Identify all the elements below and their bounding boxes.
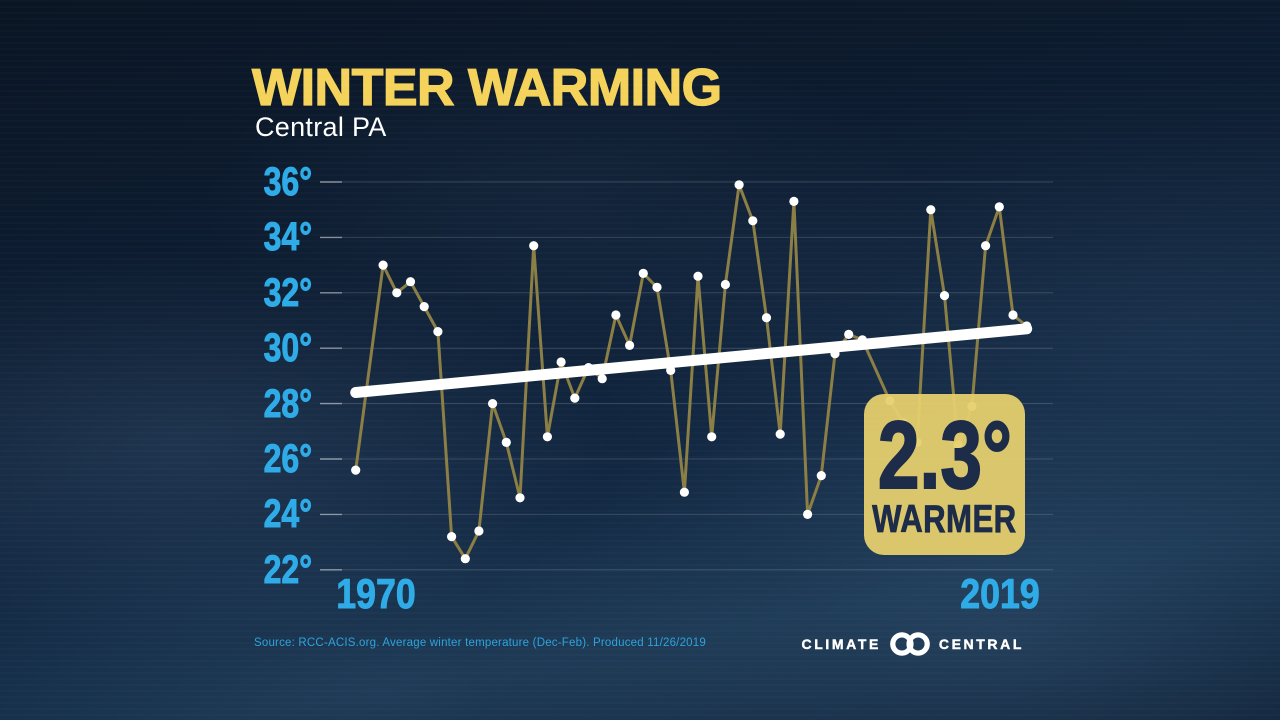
data-point-2018 bbox=[1008, 310, 1018, 320]
data-point-1981 bbox=[501, 437, 511, 447]
logo-text-central: CENTRAL bbox=[938, 636, 1024, 652]
data-point-1985 bbox=[556, 357, 566, 367]
data-point-1996 bbox=[707, 432, 717, 442]
data-point-1979 bbox=[474, 526, 484, 536]
data-point-2006 bbox=[844, 329, 854, 339]
interlocking-rings-icon bbox=[890, 632, 930, 656]
data-point-1973 bbox=[392, 288, 402, 298]
data-point-1977 bbox=[447, 532, 457, 542]
data-point-1995 bbox=[693, 271, 703, 281]
data-point-1974 bbox=[405, 277, 416, 287]
data-point-2012 bbox=[926, 205, 936, 215]
data-point-1989 bbox=[611, 310, 621, 320]
source-attribution: Source: RCC-ACIS.org. Average winter tem… bbox=[254, 637, 706, 649]
data-point-1983 bbox=[529, 241, 539, 251]
data-point-1972 bbox=[378, 260, 388, 270]
data-point-1998 bbox=[734, 180, 744, 190]
y-axis-label-24: 24° bbox=[263, 492, 312, 537]
data-point-2002 bbox=[789, 196, 799, 206]
page-title: WINTER WARMING bbox=[251, 58, 722, 117]
data-point-1970 bbox=[351, 465, 361, 475]
data-point-1984 bbox=[542, 432, 553, 442]
data-point-1982 bbox=[515, 493, 525, 503]
data-point-2004 bbox=[816, 471, 826, 481]
climate-central-logo: CLIMATE CENTRAL bbox=[801, 629, 1024, 659]
data-point-2000 bbox=[761, 313, 772, 323]
data-point-1980 bbox=[488, 399, 498, 409]
data-point-1975 bbox=[419, 302, 429, 312]
page-subtitle: Central PA bbox=[255, 112, 387, 142]
data-point-2001 bbox=[775, 429, 785, 439]
data-point-1994 bbox=[679, 487, 690, 497]
data-point-1986 bbox=[570, 393, 580, 403]
data-point-1999 bbox=[748, 216, 758, 226]
y-axis-label-34: 34° bbox=[263, 215, 312, 260]
y-axis-label-22: 22° bbox=[263, 547, 312, 592]
data-point-2003 bbox=[803, 509, 813, 519]
data-point-2016 bbox=[981, 241, 991, 251]
y-axis-label-32: 32° bbox=[263, 270, 312, 315]
data-point-1976 bbox=[433, 327, 443, 337]
y-axis-label-30: 30° bbox=[263, 326, 312, 371]
data-point-1988 bbox=[597, 374, 607, 384]
logo-text-climate: CLIMATE bbox=[801, 636, 881, 652]
warming-badge-value: 2.3° bbox=[877, 401, 1013, 509]
y-axis-label-28: 28° bbox=[263, 381, 312, 426]
x-axis-label-start: 1970 bbox=[336, 570, 416, 617]
data-point-1991 bbox=[638, 268, 648, 278]
y-axis-label-26: 26° bbox=[263, 437, 312, 482]
data-point-1997 bbox=[720, 279, 731, 290]
warming-badge-label: WARMER bbox=[872, 497, 1017, 541]
y-axis-label-36: 36° bbox=[263, 160, 312, 205]
trend-line bbox=[350, 323, 1033, 399]
warming-badge: 2.3° WARMER bbox=[864, 394, 1025, 555]
data-point-2017 bbox=[994, 202, 1004, 212]
data-point-1990 bbox=[625, 340, 635, 350]
data-point-2013 bbox=[939, 291, 950, 301]
data-point-1992 bbox=[652, 282, 662, 292]
x-axis-label-end: 2019 bbox=[960, 570, 1040, 617]
data-point-1978 bbox=[460, 554, 470, 564]
